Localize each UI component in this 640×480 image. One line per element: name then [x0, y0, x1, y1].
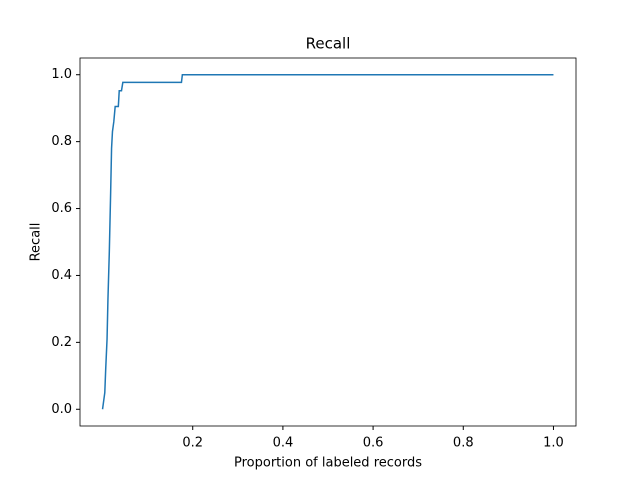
- x-tick-label: 0.2: [182, 436, 203, 451]
- x-tick-label: 0.4: [273, 436, 294, 451]
- axes-frame: [79, 57, 577, 427]
- y-tick-label: 0.4: [51, 268, 72, 283]
- x-tick-label: 1.0: [543, 436, 564, 451]
- x-tick-label: 0.8: [453, 436, 474, 451]
- chart-title: Recall: [306, 35, 351, 53]
- x-tick-label: 0.6: [363, 436, 384, 451]
- y-tick-label: 0.0: [51, 402, 72, 417]
- x-axis-label: Proportion of labeled records: [234, 456, 422, 471]
- y-tick-label: 0.2: [51, 335, 72, 350]
- y-tick-label: 1.0: [51, 67, 72, 82]
- y-tick-label: 0.6: [51, 201, 72, 216]
- y-tick-label: 0.8: [51, 134, 72, 149]
- line: [101, 73, 554, 410]
- y-axis-label: Recall: [29, 223, 44, 262]
